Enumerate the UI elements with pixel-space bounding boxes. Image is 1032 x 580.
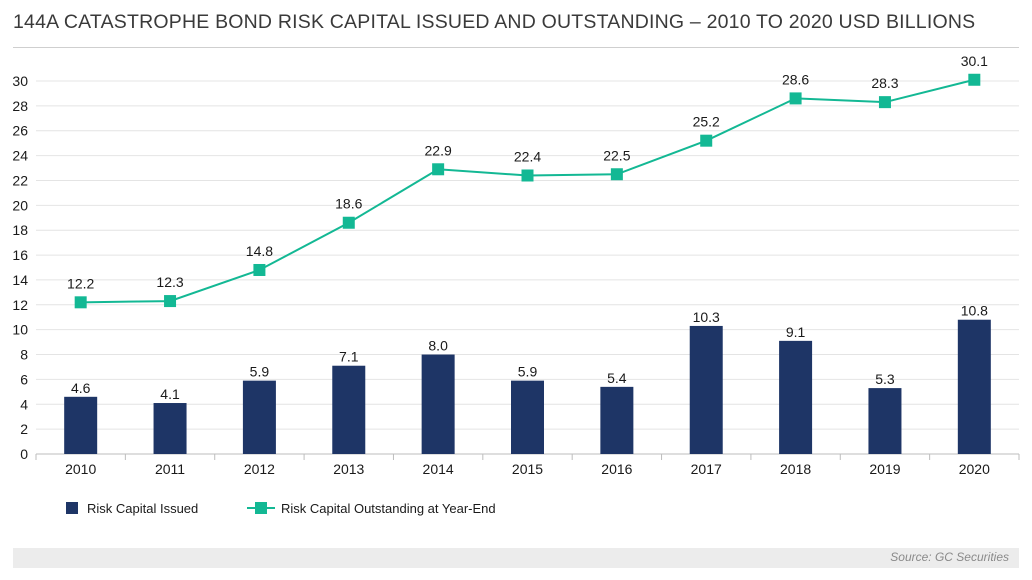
x-tick-label: 2010 bbox=[65, 461, 96, 477]
bar bbox=[779, 340, 813, 454]
y-tick-label: 28 bbox=[12, 98, 28, 114]
source-footer: Source: GC Securities bbox=[13, 548, 1019, 568]
bar-data-label: 4.6 bbox=[71, 380, 91, 396]
bar-data-label: 10.3 bbox=[693, 309, 720, 325]
y-tick-label: 14 bbox=[12, 272, 28, 288]
bar bbox=[421, 354, 455, 454]
x-tick-label: 2012 bbox=[244, 461, 275, 477]
bar-data-label: 5.9 bbox=[518, 364, 538, 380]
x-tick-label: 2018 bbox=[780, 461, 811, 477]
x-tick-label: 2011 bbox=[155, 461, 185, 477]
legend-item-line: Risk Capital Outstanding at Year-End bbox=[247, 499, 496, 517]
bar bbox=[868, 388, 902, 454]
y-tick-label: 0 bbox=[20, 446, 28, 462]
line-data-label: 28.3 bbox=[871, 75, 898, 91]
y-tick-label: 22 bbox=[12, 172, 28, 188]
series-line bbox=[80, 78, 975, 304]
bar-data-label: 8.0 bbox=[428, 338, 448, 354]
source-text: Source: GC Securities bbox=[890, 550, 1009, 564]
bar bbox=[242, 380, 276, 454]
line-data-label: 22.9 bbox=[425, 142, 452, 158]
x-tick-label: 2017 bbox=[691, 461, 722, 477]
line-marker bbox=[521, 169, 534, 182]
bar-data-label: 4.1 bbox=[160, 386, 180, 402]
line-data-label: 22.5 bbox=[603, 147, 630, 163]
y-tick-label: 12 bbox=[12, 297, 28, 313]
line-marker bbox=[789, 92, 802, 105]
y-tick-label: 8 bbox=[20, 347, 28, 363]
line-marker bbox=[164, 295, 177, 308]
line-data-label: 28.6 bbox=[782, 71, 809, 87]
legend-item-bar: Risk Capital Issued bbox=[66, 499, 198, 517]
x-tick-label: 2016 bbox=[601, 461, 632, 477]
bar-data-label: 7.1 bbox=[339, 349, 359, 365]
line-marker bbox=[968, 73, 981, 86]
bar bbox=[957, 319, 991, 454]
bar bbox=[511, 380, 544, 454]
y-tick-label: 20 bbox=[12, 197, 28, 213]
line-marker bbox=[342, 216, 355, 229]
bar bbox=[600, 386, 634, 454]
bar-data-label: 9.1 bbox=[786, 324, 806, 340]
chart-title: 144A CATASTROPHE BOND RISK CAPITAL ISSUE… bbox=[13, 11, 976, 33]
y-tick-label: 6 bbox=[20, 371, 28, 387]
legend-swatch-line bbox=[247, 502, 275, 514]
bar bbox=[153, 403, 187, 454]
bar-data-label: 10.8 bbox=[961, 303, 988, 319]
x-tick-label: 2015 bbox=[512, 461, 543, 477]
bar bbox=[689, 325, 723, 454]
y-tick-label: 2 bbox=[20, 421, 28, 437]
x-tick-label: 2013 bbox=[333, 461, 364, 477]
line-marker bbox=[878, 96, 891, 109]
line-marker bbox=[253, 263, 266, 276]
line-data-label: 14.8 bbox=[246, 243, 273, 259]
x-tick-label: 2014 bbox=[423, 461, 454, 477]
x-tick-label: 2020 bbox=[959, 461, 990, 477]
y-tick-label: 30 bbox=[12, 73, 28, 89]
line-marker bbox=[700, 134, 713, 147]
y-tick-label: 24 bbox=[12, 148, 28, 164]
line-data-label: 12.3 bbox=[156, 274, 183, 290]
bar-data-label: 5.4 bbox=[607, 370, 627, 386]
y-tick-label: 16 bbox=[12, 247, 28, 263]
y-tick-label: 10 bbox=[12, 322, 28, 338]
line-data-label: 30.1 bbox=[961, 53, 988, 69]
bar bbox=[332, 365, 366, 454]
line-data-label: 25.2 bbox=[693, 114, 720, 130]
y-tick-label: 18 bbox=[12, 222, 28, 238]
title-divider bbox=[13, 47, 1019, 48]
legend-label-bar: Risk Capital Issued bbox=[87, 500, 199, 516]
y-tick-label: 26 bbox=[12, 123, 28, 139]
bar-data-label: 5.3 bbox=[875, 371, 895, 387]
line-marker bbox=[610, 168, 623, 181]
x-tick-label: 2019 bbox=[869, 461, 900, 477]
bar bbox=[64, 396, 98, 454]
line-data-label: 12.2 bbox=[67, 275, 94, 291]
line-marker bbox=[432, 163, 445, 176]
legend-swatch-bar bbox=[66, 502, 78, 514]
legend-label-line: Risk Capital Outstanding at Year-End bbox=[281, 500, 496, 516]
y-tick-label: 4 bbox=[20, 396, 28, 412]
line-data-label: 22.4 bbox=[514, 148, 541, 164]
bar-data-label: 5.9 bbox=[250, 364, 270, 380]
line-marker bbox=[74, 296, 87, 309]
line-data-label: 18.6 bbox=[335, 196, 362, 212]
